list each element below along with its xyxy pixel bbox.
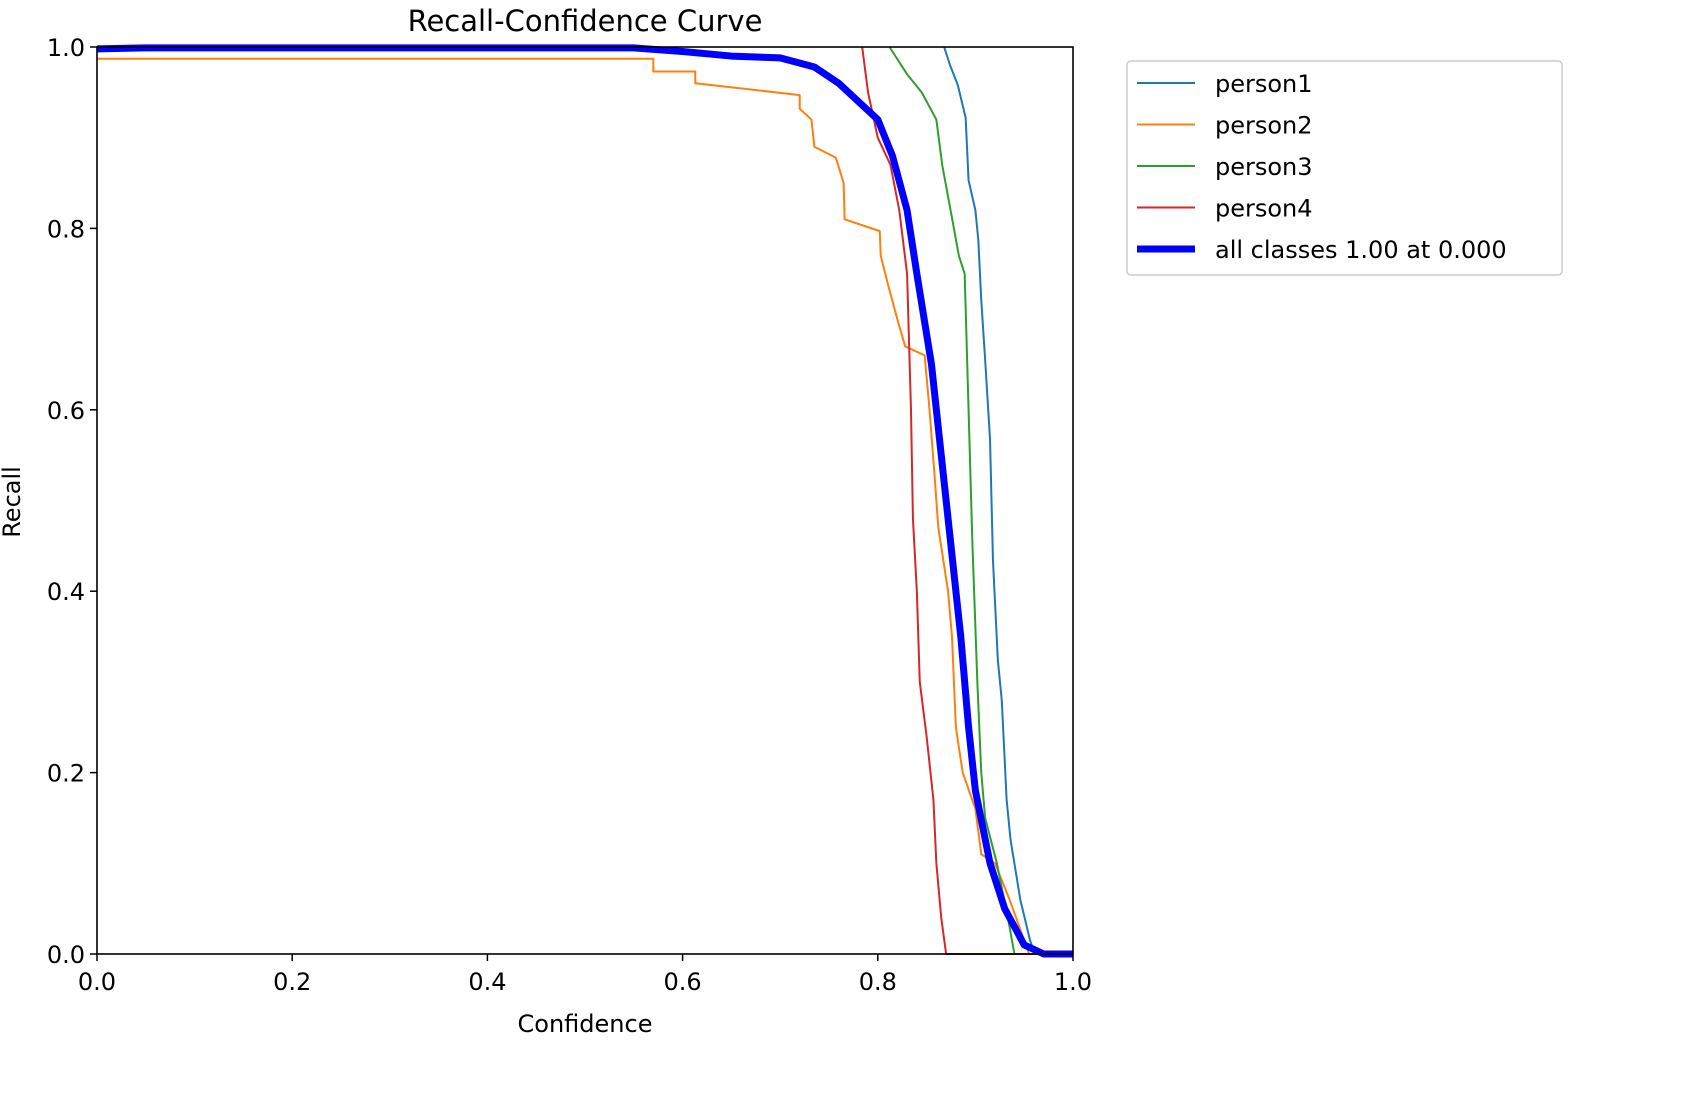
legend-label: person3 [1215,153,1313,181]
legend-label: person4 [1215,195,1313,223]
series-line-person1 [943,46,1073,955]
y-tick-label: 0.0 [47,941,85,969]
x-tick-label: 0.0 [78,968,116,996]
series-line-person3 [888,46,1073,955]
axis-ticks: 0.0 0.2 0.4 0.6 0.8 1.0 0.0 0.2 0.4 0.6 0.8 1.0 [47,34,1092,996]
series-line-all [96,44,1073,958]
x-tick-label: 0.2 [273,968,311,996]
series-layer [96,44,1073,958]
chart-title: Recall-Confidence Curve [408,4,763,38]
x-axis-label: Confidence [518,1010,653,1038]
x-tick-label: 1.0 [1054,968,1092,996]
plot-frame [96,46,1074,955]
y-tick-label: 0.8 [47,215,85,243]
legend-frame [1126,60,1563,276]
series-line-person2 [97,57,1073,955]
x-tick-label: 0.6 [664,968,702,996]
legend-label: person2 [1215,112,1313,140]
x-tick-label: 0.8 [859,968,897,996]
y-tick-label: 1.0 [47,34,85,62]
y-axis-label: Recall [0,466,26,538]
y-tick-label: 0.2 [47,760,85,788]
legend: person1 person2 person3 person4 all classes … [1126,60,1563,276]
y-tick-label: 0.4 [47,578,85,606]
legend-label: person1 [1215,70,1313,98]
series-line-person4 [861,46,1073,955]
x-tick-label: 0.4 [468,968,506,996]
legend-label: all classes 1.00 at 0.000 [1215,236,1507,264]
y-tick-label: 0.6 [47,397,85,425]
